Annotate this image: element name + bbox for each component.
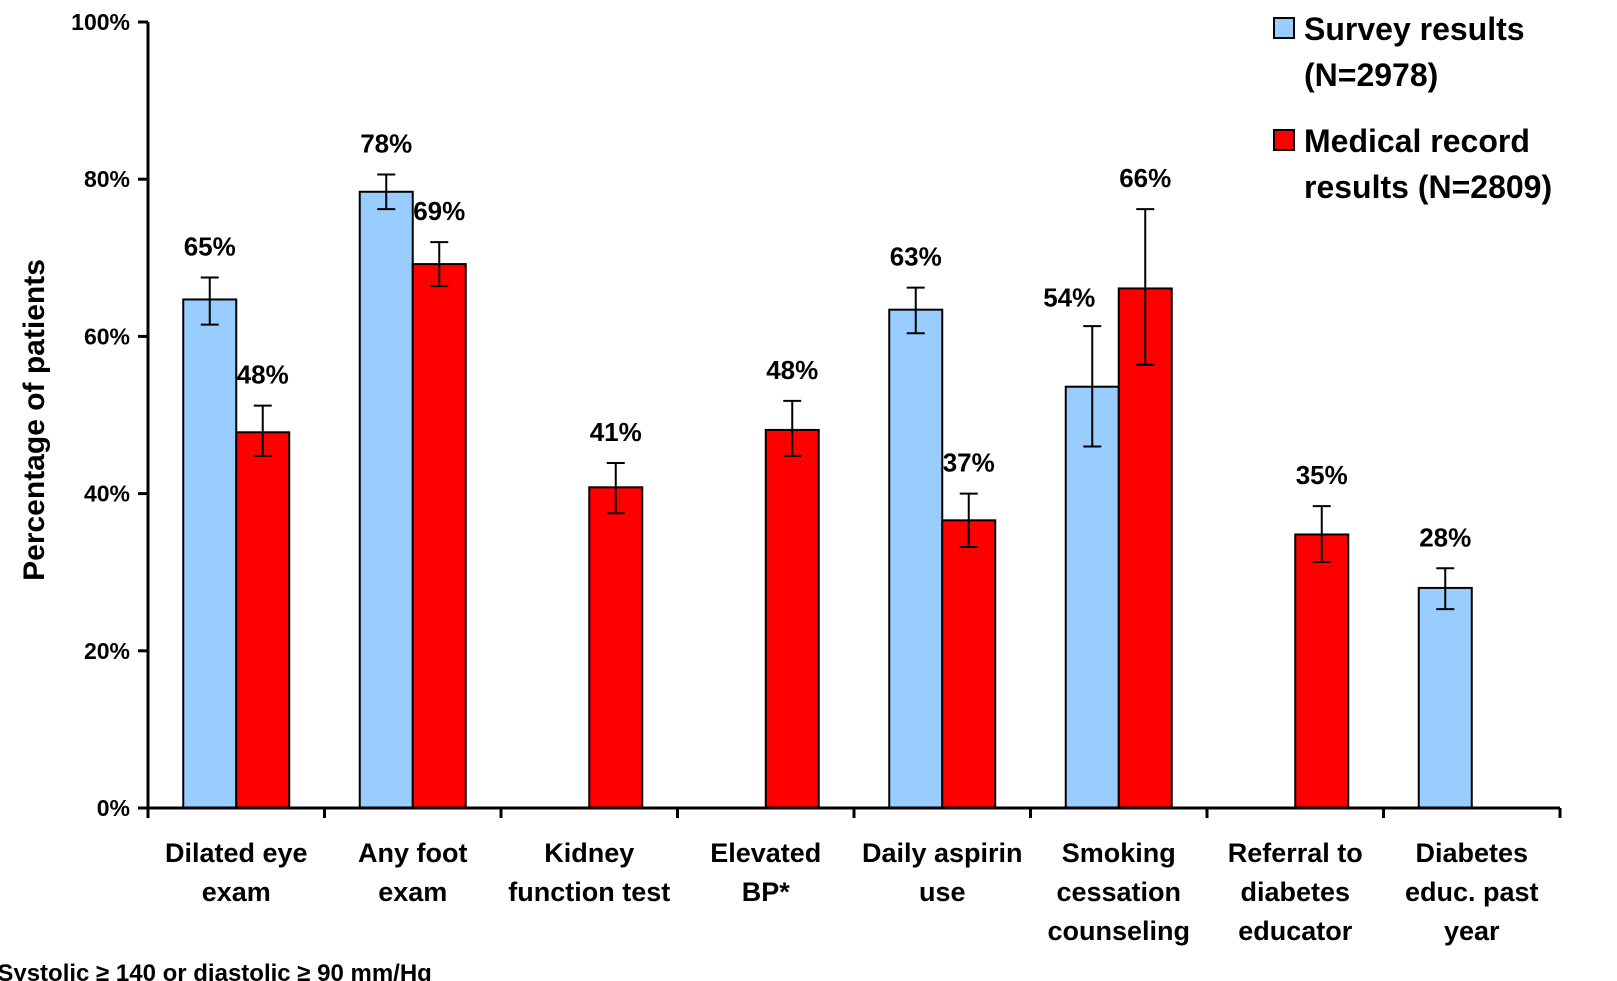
legend-swatch-medical [1273,129,1295,151]
x-category-label: Elevated BP* [710,838,821,907]
data-label: 48% [766,355,818,385]
data-label: 35% [1296,460,1348,490]
x-category-label-line: diabetes [1240,877,1350,907]
error-bars-layer [200,173,1455,611]
data-label: 37% [943,448,995,478]
data-label: 78% [360,128,412,158]
x-category-label-line: exam [202,877,271,907]
x-category-label-line: BP* [742,877,791,907]
x-category-label-line: exam [378,877,447,907]
bar-survey-4 [888,308,944,809]
y-tick-label: 80% [84,166,130,192]
y-tick-label: 40% [84,481,130,507]
legend-label-line: results (N=2809) [1304,169,1552,205]
bar-medical-5 [1117,287,1173,810]
y-tick-label: 100% [71,9,130,35]
y-tick-label: 0% [97,795,130,821]
x-category-label-line: Dilated eye [165,838,308,868]
x-category-label: Diabetes educ. past year [1405,838,1539,946]
x-category-label-line: Elevated [710,838,821,868]
x-category-label: Smoking cessation counseling [1047,838,1190,946]
bar-medical-0 [235,431,291,809]
data-label: 41% [590,417,642,447]
data-label: 48% [237,360,289,390]
y-tick-label: 20% [84,638,130,664]
data-label: 65% [184,231,236,261]
legend-swatch-survey [1273,17,1295,39]
legend: Survey results (N=2978) Medical record resu… [1273,11,1552,205]
x-category-label: Dilated eye exam [165,838,308,907]
data-label: 54% [1043,283,1095,313]
x-category-label: Kidney function test [508,838,670,907]
x-category-label-line: Daily aspirin [862,838,1023,868]
y-axis-title: Percentage of patients [18,259,51,581]
bar-medical-4 [941,519,997,809]
x-category-label-line: Any foot [358,838,467,868]
x-category-label-line: cessation [1056,877,1181,907]
x-category-label: Daily aspirin use [862,838,1023,907]
footnote: *Systolic ≥ 140 or diastolic ≥ 90 mm/Hg [0,960,432,981]
legend-label-line: Medical record [1304,123,1530,159]
bar-survey-5 [1064,385,1120,809]
legend-label: Survey results (N=2978) [1304,11,1525,93]
data-label: 66% [1119,163,1171,193]
bar-survey-0 [182,298,238,809]
bar-medical-6 [1294,533,1350,809]
bars-layer [182,190,1473,810]
x-category-label-line: use [919,877,966,907]
bar-medical-3 [764,428,820,809]
bar-survey-7 [1417,586,1473,809]
x-category-label-line: Diabetes [1415,838,1528,868]
x-category-label-line: educator [1238,916,1353,946]
x-category-label-line: counseling [1047,916,1190,946]
data-label: 63% [890,242,942,272]
data-label: 28% [1419,522,1471,552]
x-category-label-line: Smoking [1062,838,1176,868]
x-category-label: Referral to diabetes educator [1228,838,1363,946]
data-label: 69% [413,196,465,226]
x-category-label: Any foot exam [358,838,467,907]
legend-label-line: Survey results [1304,11,1525,47]
x-category-label-line: Kidney [544,838,634,868]
x-category-label-line: educ. past [1405,877,1539,907]
x-category-label-line: Referral to [1228,838,1363,868]
legend-label: Medical record results (N=2809) [1304,123,1552,205]
x-category-label-line: function test [508,877,670,907]
y-tick-label: 60% [84,323,130,349]
labels-layer: 65% 78% 63% 54% 28% 48% 69% 41% 48% 37% 66% 35% [184,128,1472,552]
bar-medical-1 [411,263,467,809]
x-category-label-line: year [1444,916,1500,946]
legend-label-line: (N=2978) [1304,57,1438,93]
bar-survey-1 [358,190,414,809]
bar-medical-2 [588,486,644,809]
